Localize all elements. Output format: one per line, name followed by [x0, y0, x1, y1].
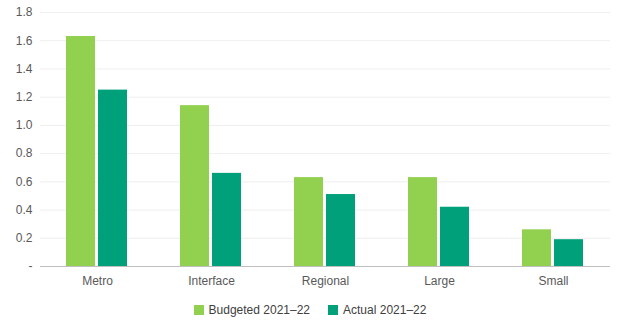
svg-text:1.8: 1.8 [16, 5, 33, 19]
svg-text:1.4: 1.4 [16, 62, 33, 76]
svg-text:0.6: 0.6 [16, 175, 33, 189]
svg-text:-: - [29, 259, 33, 273]
svg-text:0.8: 0.8 [16, 146, 33, 160]
svg-text:1.2: 1.2 [16, 90, 33, 104]
html-text:Actual 2021–22: Actual 2021–22 [343, 303, 427, 317]
svg-text:Interface: Interface [188, 274, 235, 288]
svg-text:Metro: Metro [82, 274, 113, 288]
svg-text:Large: Large [424, 274, 455, 288]
svg-text:Small: Small [538, 274, 568, 288]
html-text:Budgeted 2021–22: Budgeted 2021–22 [208, 303, 310, 317]
svg-text:1.6: 1.6 [16, 34, 33, 48]
svg-text:0.4: 0.4 [16, 203, 33, 217]
svg-text:1.0: 1.0 [16, 118, 33, 132]
svg-text:0.2: 0.2 [16, 231, 33, 245]
svg-text:Regional: Regional [302, 274, 349, 288]
